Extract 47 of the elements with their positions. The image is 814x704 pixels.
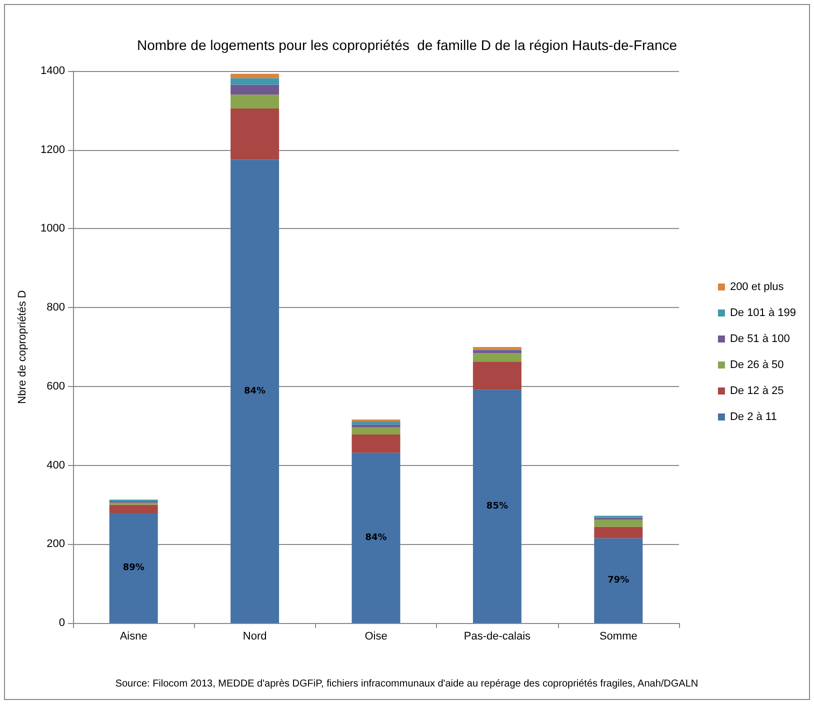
y-axis-title: Nbre de copropriétés D bbox=[16, 290, 28, 404]
y-tick-label: 1400 bbox=[40, 65, 65, 77]
x-tick-label: Somme bbox=[599, 630, 638, 642]
bar bbox=[594, 538, 643, 623]
legend-label: De 26 à 50 bbox=[730, 359, 784, 371]
bar bbox=[352, 434, 400, 453]
bar bbox=[594, 520, 643, 527]
y-tick-label: 200 bbox=[46, 538, 65, 550]
annotation: 89% bbox=[122, 562, 144, 573]
bar bbox=[594, 526, 643, 538]
annotation: 84% bbox=[365, 532, 387, 543]
annotation: 84% bbox=[244, 386, 266, 396]
bar bbox=[352, 452, 400, 623]
y-tick-label: 0 bbox=[58, 617, 65, 629]
bar bbox=[230, 108, 280, 160]
y-tick-label: 1200 bbox=[40, 144, 65, 156]
bar bbox=[109, 512, 158, 623]
x-tick-label: Pas-de-calais bbox=[464, 630, 532, 642]
bar bbox=[109, 504, 158, 513]
bar bbox=[230, 78, 280, 85]
x-tick-label: Oise bbox=[364, 630, 388, 642]
bar bbox=[230, 84, 280, 95]
bar bbox=[230, 160, 280, 623]
chart-title: Nombre de logements pour les copropriétés de famille D de la région Hauts-de-France bbox=[136, 37, 678, 53]
y-tick-label: 800 bbox=[46, 302, 65, 314]
legend-label: De 101 à 199 bbox=[730, 307, 796, 319]
legend-label: De 2 à 11 bbox=[730, 411, 777, 423]
source-note: Source: Filocom 2013, MEDDE d'après DGFiP, fichiers infracommunaux d'aide au repérage des copropriétés fragiles, Anah/DGALN bbox=[115, 678, 698, 690]
legend-label: 200 et plus bbox=[730, 281, 784, 293]
legend-label: De 12 à 25 bbox=[730, 385, 784, 397]
bar bbox=[352, 427, 400, 435]
bar bbox=[472, 362, 522, 390]
bar bbox=[472, 390, 522, 623]
legend-label: De 51 à 100 bbox=[730, 333, 790, 345]
y-tick-label: 1000 bbox=[40, 222, 65, 235]
bar bbox=[472, 353, 522, 362]
annotation: 79% bbox=[608, 576, 630, 586]
bar bbox=[472, 350, 522, 354]
x-tick-label: Aisne bbox=[120, 630, 148, 642]
bar bbox=[230, 94, 280, 108]
y-tick-label: 400 bbox=[46, 459, 65, 472]
bar bbox=[352, 424, 400, 428]
y-tick-label: 600 bbox=[46, 380, 65, 392]
annotation: 85% bbox=[486, 501, 508, 512]
x-tick-label: Nord bbox=[242, 630, 267, 642]
bar bbox=[352, 422, 400, 425]
bar bbox=[230, 74, 280, 78]
